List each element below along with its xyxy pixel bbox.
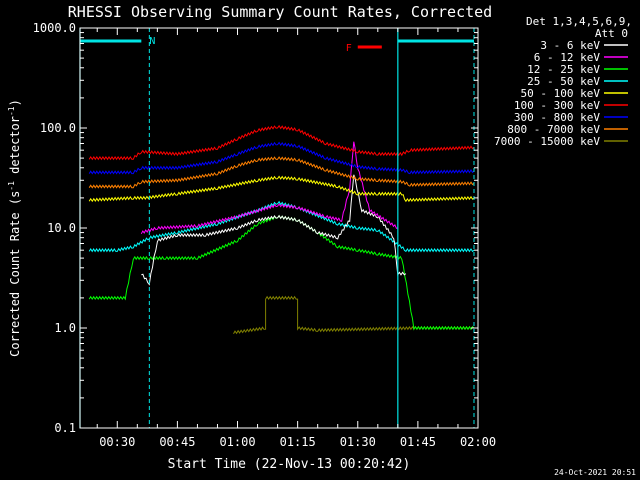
legend-label: 6 - 12 keV [534, 51, 601, 64]
series-layer [88, 124, 475, 335]
series-line-25-50keV [88, 200, 475, 253]
y-tick-label: 1000.0 [33, 21, 76, 35]
y-tick-label: 0.1 [54, 421, 76, 435]
x-tick-label: 01:00 [219, 435, 255, 449]
series-line-300-800keV [88, 141, 475, 175]
x-axis: 00:30 00:45 01:00 01:15 01:30 01:45 02:00 [96, 28, 496, 449]
x-tick-label: 01:15 [280, 435, 316, 449]
series-line-3-6keV [141, 174, 407, 286]
y-axis-label-part1: Corrected Count Rate (s [8, 191, 22, 357]
legend-label: 7000 - 15000 keV [494, 135, 600, 148]
x-tick-label: 00:45 [159, 435, 195, 449]
y-axis-label-part3: ) [8, 99, 22, 106]
legend-header-line1: Det 1,3,4,5,6,9, [526, 15, 632, 28]
legend-label: 50 - 100 keV [521, 87, 601, 100]
legend-header-line2: Att 0 [595, 27, 628, 40]
y-tick-label: 10.0 [47, 221, 76, 235]
legend-label: 800 - 7000 keV [507, 123, 600, 136]
series-line-100-300keV [88, 124, 475, 161]
y-tick-label: 100.0 [40, 121, 76, 135]
footer-date: 24-Oct-2021 20:51 [554, 468, 636, 477]
y-axis-label-sup2: -1 [7, 106, 16, 116]
y-axis-label: Corrected Count Rate (s-1 detector-1) [7, 99, 22, 357]
series-line-50-100keV [88, 175, 475, 203]
x-tick-label: 01:30 [340, 435, 376, 449]
night-label: N [149, 36, 155, 47]
flare-label: F [346, 43, 352, 54]
legend-label: 300 - 800 keV [514, 111, 600, 124]
y-tick-label: 1.0 [54, 321, 76, 335]
legend-label: 3 - 6 keV [540, 39, 600, 52]
chart-title: RHESSI Observing Summary Count Rates, Co… [68, 3, 492, 21]
legend-label: 100 - 300 keV [514, 99, 600, 112]
x-tick-label: 01:45 [400, 435, 436, 449]
y-axis-label-part2: detector [8, 116, 22, 181]
y-axis: 0.1 1.0 10.0 100.0 1000.0 [33, 21, 478, 435]
x-tick-label: 02:00 [460, 435, 496, 449]
y-axis-label-sup1: -1 [7, 181, 16, 191]
legend-label: 12 - 25 keV [527, 63, 600, 76]
x-tick-label: 00:30 [99, 435, 135, 449]
legend-label: 25 - 50 keV [527, 75, 600, 88]
x-axis-label: Start Time (22-Nov-13 00:20:42) [168, 457, 411, 472]
series-line-800-7000keV [88, 156, 475, 189]
